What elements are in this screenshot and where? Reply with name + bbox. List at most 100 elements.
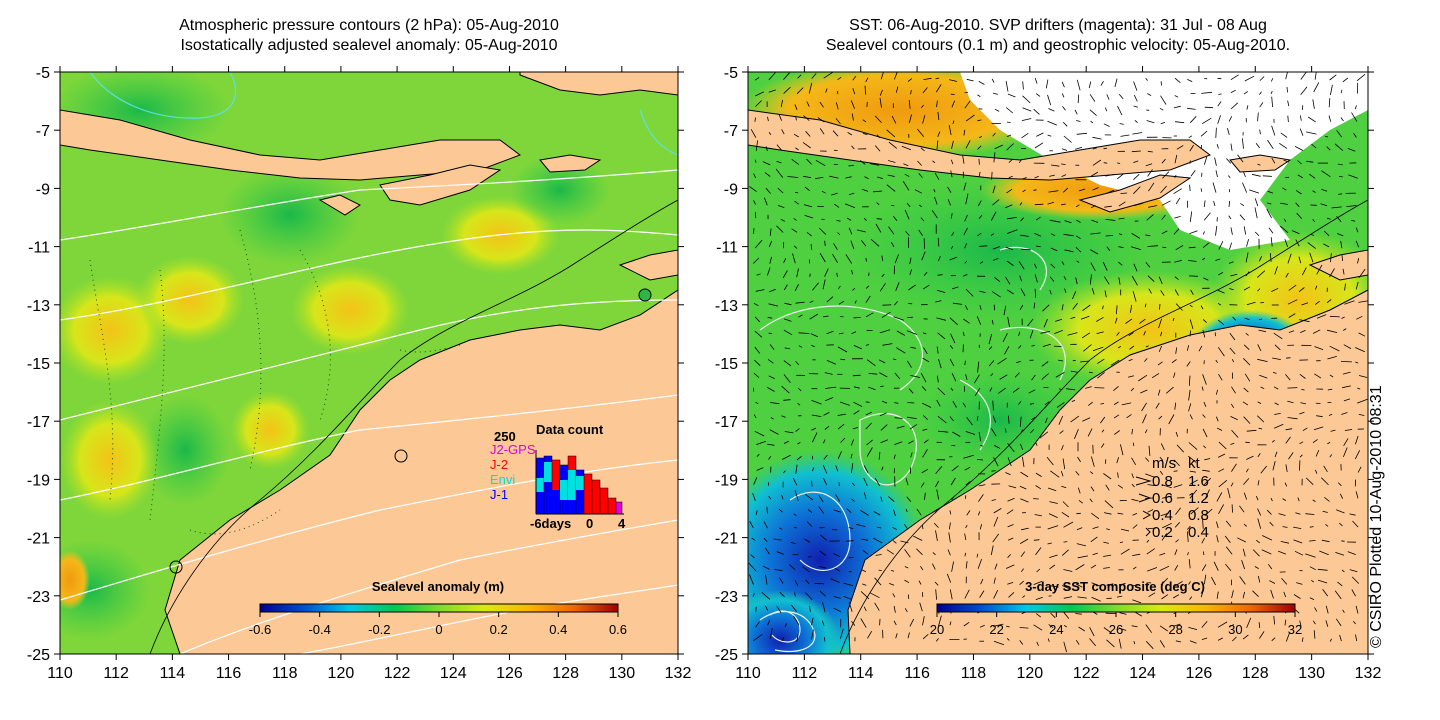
left-lat-label: -11 <box>28 240 50 257</box>
left-lat-label: -13 <box>27 298 50 315</box>
right-colorbar-tick-label: 24 <box>1049 622 1063 637</box>
left-lon-label: 132 <box>665 665 692 682</box>
left-cyan-contour <box>89 72 678 156</box>
velocity-legend-arrow <box>1138 493 1152 503</box>
right-shelf-contour <box>839 199 1368 654</box>
velocity-legend-arrow <box>1145 527 1151 537</box>
left-lon-label: 128 <box>552 665 579 682</box>
right-lon-label: 116 <box>904 665 930 682</box>
velocity-legend: m/s kt 0.8 1.60.6 1.20.4 0.80.2 0.4 <box>1135 455 1209 541</box>
left-lon-label: 124 <box>440 665 467 682</box>
left-anomaly-field <box>60 72 610 640</box>
velocity-legend-ms: 0.6 <box>1152 490 1173 507</box>
velocity-legend-arrow <box>1142 510 1152 520</box>
left-lon-label: 118 <box>272 665 298 682</box>
velocity-legend-kt: 0.4 <box>1188 524 1209 541</box>
right-lat-label: -25 <box>715 647 738 664</box>
left-lon-label: 110 <box>47 665 73 682</box>
left-marker-circle-1 <box>169 560 183 574</box>
right-title-line-2: Sealevel contours (0.1 m) and geostrophi… <box>825 37 1291 54</box>
right-lon-label: 110 <box>735 665 761 682</box>
inset-bars <box>535 455 623 515</box>
left-colorbar-tick-label: -0.6 <box>249 622 271 637</box>
right-title-line-1: SST: 06-Aug-2010. SVP drifters (magenta)… <box>849 17 1267 34</box>
velocity-legend-rows: 0.8 1.60.6 1.20.4 0.80.2 0.4 <box>1135 473 1209 541</box>
left-lon-label: 120 <box>328 665 355 682</box>
left-lat-label: -5 <box>36 65 50 82</box>
left-lat-label: -9 <box>36 181 50 198</box>
left-title-line-2: Isostatically adjusted sealevel anomaly:… <box>180 37 558 54</box>
velocity-legend-ms-header: m/s <box>1152 455 1176 472</box>
inset-xlabel-end: 4 <box>618 516 626 531</box>
left-lat-label: -17 <box>27 414 50 431</box>
left-lat-label: -23 <box>27 589 50 606</box>
inset-xlabel-start: -6days <box>530 516 571 531</box>
right-land <box>748 109 1368 654</box>
right-colorbar: 3-day SST composite (deg C) 20 22 24 26 28 30… <box>930 579 1302 637</box>
right-lat-label: -19 <box>715 472 738 489</box>
right-lon-label: 128 <box>1242 665 1269 682</box>
left-lon-label: 112 <box>103 665 129 682</box>
left-colorbar: Sealevel anomaly (m) -0.6 -0.4 -0.2 0 0.2 0.4… <box>249 579 627 637</box>
right-colorbar-ticks: 20 22 24 26 28 30 32 <box>930 612 1302 637</box>
left-lon-label: 130 <box>608 665 635 682</box>
left-lat-label: -25 <box>27 647 50 664</box>
velocity-legend-kt: 1.2 <box>1188 490 1209 507</box>
left-land <box>60 72 678 654</box>
inset-legend-item: Envi <box>490 472 515 487</box>
inset-ymax: 250 <box>494 429 516 444</box>
inset-title: Data count <box>536 422 604 437</box>
right-lat-label: -23 <box>715 589 738 606</box>
right-sealevel-contours <box>759 246 1066 653</box>
velocity-legend-kt-header: kt <box>1188 455 1201 472</box>
right-lat-label: -11 <box>716 240 738 257</box>
right-colorbar-tick-label: 20 <box>930 622 944 637</box>
right-lat-label: -21 <box>715 531 738 548</box>
left-marker-circle-2 <box>394 449 408 463</box>
velocity-legend-kt: 1.6 <box>1188 473 1209 490</box>
right-colorbar-tick-label: 22 <box>989 622 1003 637</box>
left-colorbar-tick-label: -0.4 <box>308 622 330 637</box>
left-colorbar-tick-label: 0.4 <box>549 622 567 637</box>
left-colorbar-tick-label: -0.2 <box>368 622 390 637</box>
left-lon-label: 116 <box>216 665 242 682</box>
right-lat-label: -9 <box>724 181 738 198</box>
right-colorbar-label: 3-day SST composite (deg C) <box>1025 579 1205 594</box>
left-sealevel-map <box>60 72 678 654</box>
left-lat-label: -19 <box>27 472 50 489</box>
right-colorbar-tick-label: 28 <box>1168 622 1182 637</box>
velocity-legend-ms: 0.2 <box>1152 524 1173 541</box>
inset-legend-item: J-1 <box>490 487 508 502</box>
right-colorbar-tick-label: 32 <box>1288 622 1302 637</box>
right-lon-label: 130 <box>1298 665 1325 682</box>
inset-xlabel-zero: 0 <box>586 516 593 531</box>
left-dotted-contours <box>89 229 461 535</box>
geostrophic-velocity-vectors <box>748 72 1368 653</box>
left-colorbar-tick-label: 0.2 <box>490 622 508 637</box>
left-colorbar-tick-label: 0.6 <box>609 622 627 637</box>
left-lat-label: -7 <box>36 123 50 140</box>
right-lat-label: -17 <box>715 414 738 431</box>
left-lon-label: 122 <box>384 665 411 682</box>
inset-legend-item: J2-GPS <box>490 442 536 457</box>
left-colorbar-tick-label: 0 <box>435 622 442 637</box>
left-map-title: Atmospheric pressure contours (2 hPa): 0… <box>60 16 678 56</box>
left-colorbar-label: Sealevel anomaly (m) <box>372 579 504 594</box>
right-lat-label: -5 <box>724 65 738 82</box>
right-lon-label: 118 <box>961 665 987 682</box>
right-colorbar-tick-label: 26 <box>1109 622 1123 637</box>
right-map-title: SST: 06-Aug-2010. SVP drifters (magenta)… <box>748 16 1368 56</box>
left-lon-label: 126 <box>496 665 523 682</box>
right-lon-label: 132 <box>1355 665 1382 682</box>
left-marker-circle-3 <box>638 288 652 302</box>
left-colorbar-bar <box>259 603 619 613</box>
velocity-legend-arrow <box>1135 476 1152 486</box>
credit-text: © CSIRO Plotted 10-Aug-2010 08:31 <box>1368 385 1385 648</box>
velocity-legend-ms: 0.4 <box>1152 507 1173 524</box>
velocity-legend-ms: 0.8 <box>1152 473 1173 490</box>
